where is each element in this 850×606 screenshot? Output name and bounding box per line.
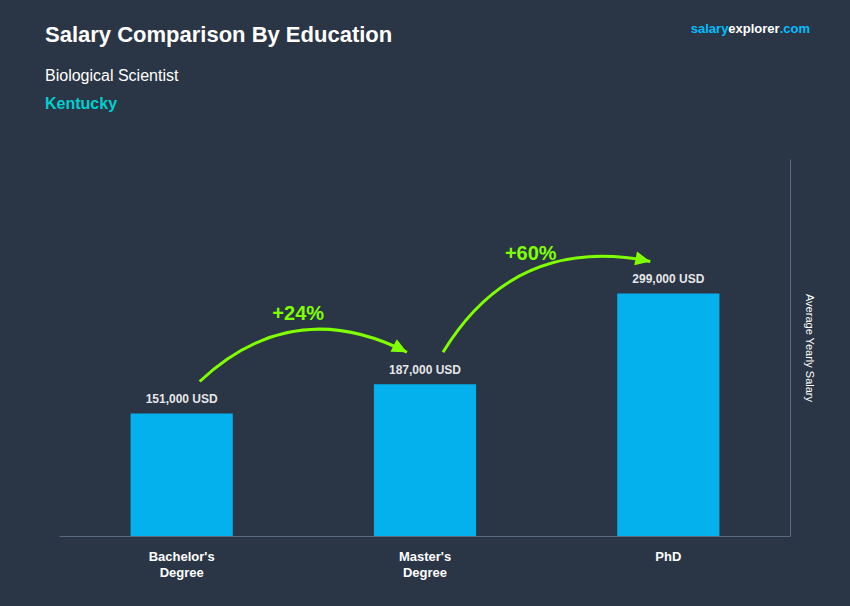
svg-text:Kentucky: Kentucky <box>45 95 117 112</box>
svg-text:151,000 USD: 151,000 USD <box>146 392 218 406</box>
svg-text:Salary Comparison By Education: Salary Comparison By Education <box>45 22 392 47</box>
svg-text:salary: salary <box>691 21 729 36</box>
svg-text:Average Yearly Salary: Average Yearly Salary <box>804 294 816 403</box>
svg-text:+24%: +24% <box>272 302 324 324</box>
svg-text:PhD: PhD <box>655 549 681 564</box>
svg-text:Bachelor's: Bachelor's <box>149 549 215 564</box>
svg-text:187,000 USD: 187,000 USD <box>389 363 461 377</box>
svg-text:Biological Scientist: Biological Scientist <box>45 67 179 84</box>
svg-text:Master's: Master's <box>399 549 451 564</box>
svg-text:.com: .com <box>780 21 810 36</box>
svg-text:+60%: +60% <box>505 242 557 264</box>
svg-text:Degree: Degree <box>160 565 204 580</box>
svg-text:299,000 USD: 299,000 USD <box>632 272 704 286</box>
svg-text:Degree: Degree <box>403 565 447 580</box>
svg-text:explorer: explorer <box>728 21 779 36</box>
